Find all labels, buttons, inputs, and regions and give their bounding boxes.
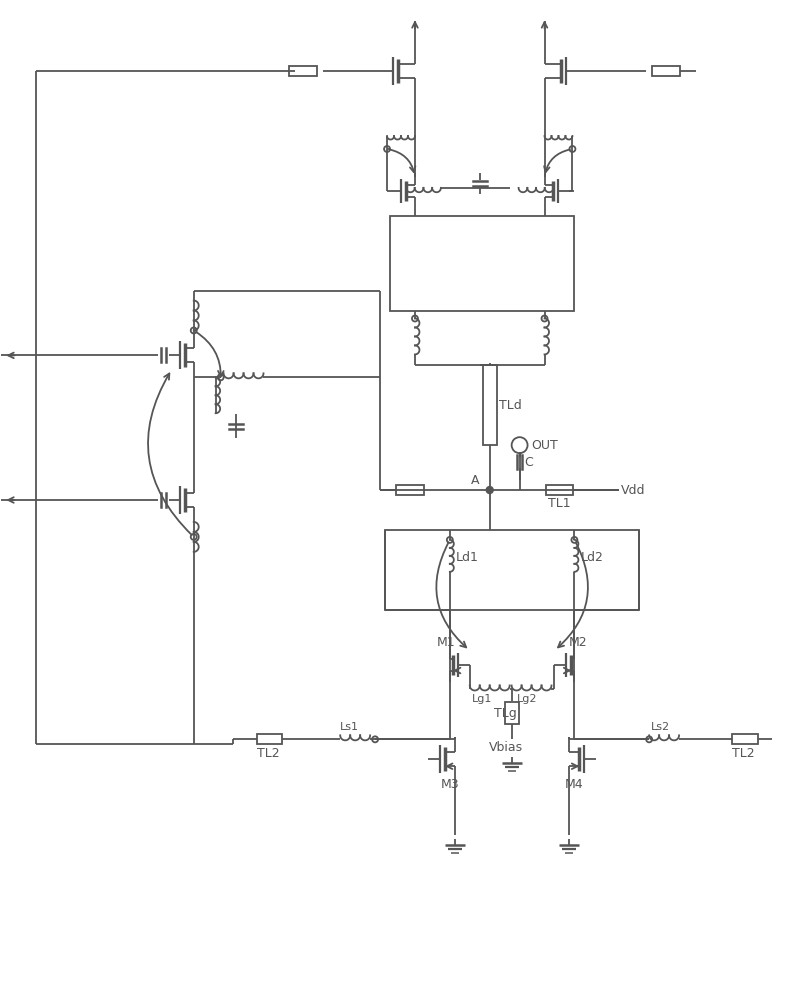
Circle shape xyxy=(486,487,493,494)
Bar xyxy=(396,485,424,495)
Text: M2: M2 xyxy=(569,636,587,649)
Text: Vdd: Vdd xyxy=(621,484,646,497)
Bar xyxy=(545,485,574,495)
Bar xyxy=(390,216,574,311)
Text: A: A xyxy=(471,474,480,487)
Bar xyxy=(732,734,758,744)
Text: OUT: OUT xyxy=(532,439,558,452)
Bar xyxy=(290,66,317,76)
Text: Lg2: Lg2 xyxy=(517,694,537,704)
Text: Vbias: Vbias xyxy=(489,741,523,754)
Text: M4: M4 xyxy=(565,778,584,791)
Text: TL2: TL2 xyxy=(256,747,279,760)
Bar xyxy=(505,702,519,724)
Text: TLd: TLd xyxy=(498,399,522,412)
Text: Ls1: Ls1 xyxy=(341,722,359,732)
Text: Ld2: Ld2 xyxy=(580,551,604,564)
Text: C: C xyxy=(524,456,533,469)
Text: TL2: TL2 xyxy=(732,747,755,760)
Text: M3: M3 xyxy=(441,778,460,791)
Bar xyxy=(652,66,680,76)
Text: Ld1: Ld1 xyxy=(455,551,479,564)
Text: TL1: TL1 xyxy=(548,497,570,510)
Text: TLg: TLg xyxy=(494,707,517,720)
Bar xyxy=(256,734,282,744)
Text: Lg1: Lg1 xyxy=(472,694,492,704)
Bar xyxy=(385,530,639,610)
Text: M1: M1 xyxy=(437,636,455,649)
Bar xyxy=(483,365,497,445)
Text: Ls2: Ls2 xyxy=(651,722,671,732)
